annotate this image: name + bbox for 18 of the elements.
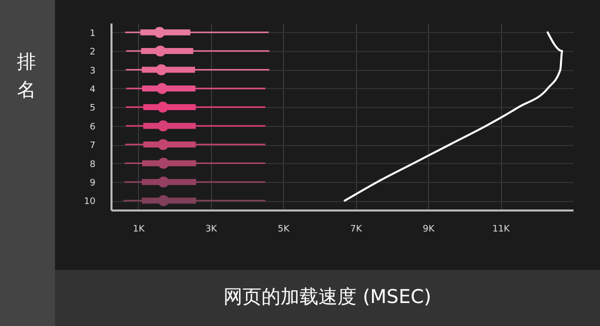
y-tick-label: 8 [90,160,96,170]
x-tick-label: 3K [205,224,218,234]
y-tick-label: 6 [90,122,96,132]
y-tick-label: 2 [90,48,96,58]
x-tick-label: 7K [350,224,363,234]
y-tick-label: 9 [90,178,96,188]
y-axis-title: 排名 [17,50,37,103]
y-tick-label: 4 [90,84,96,95]
x-axis-title: 网页的加载速度 (MSEC) [222,285,432,310]
x-tick-label: 1K [132,224,146,234]
y-tick-label: 10 [84,197,96,208]
y-tick-label: 1 [90,28,96,39]
y-tick-label: 5 [90,104,96,114]
x-tick-label: 9K [422,224,436,234]
x-tick-label: 5K [278,224,291,234]
y-tick-label: 7 [90,141,96,152]
x-tick-label: 11K [492,224,511,234]
y-tick-label: 3 [90,66,96,76]
